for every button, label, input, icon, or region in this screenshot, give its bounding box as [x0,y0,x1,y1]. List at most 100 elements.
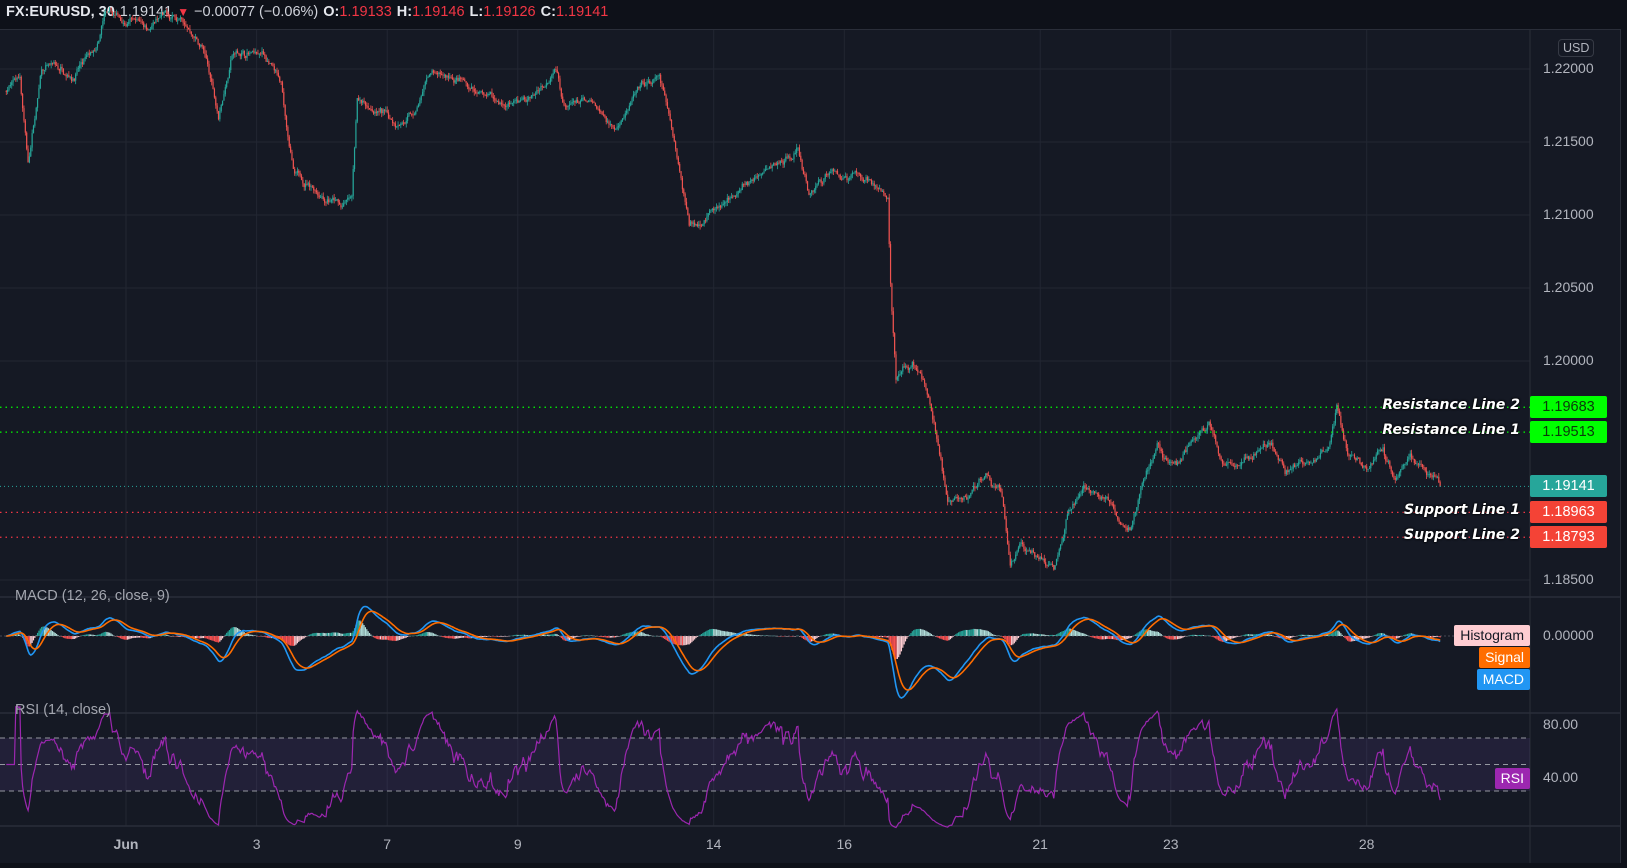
candle-body [1134,511,1137,514]
macd-histogram-bar [827,633,829,636]
candle-body [993,486,995,488]
candle-body [242,50,244,53]
candle [628,102,630,112]
macd-histogram-bar [1133,635,1135,636]
macd-histogram-bar [722,630,724,636]
candle-body [733,195,735,197]
macd-histogram-bar [753,634,756,636]
candle-body [1300,459,1302,462]
candle-body [621,118,624,121]
macd-histogram-bar [974,628,976,636]
candle-body [655,76,658,78]
candle-body [121,20,123,24]
macd-histogram-bar [951,636,953,639]
macd-histogram-bar [563,636,565,641]
macd-histogram-bar [311,633,313,636]
candle-body [307,183,309,185]
candle-body [1079,494,1081,498]
candle-body [1021,542,1024,545]
symbol-title[interactable]: FX:EURUSD, 30 [6,4,115,20]
candle [986,472,988,479]
candle [126,22,128,28]
candle [1396,473,1398,481]
macd-histogram-bar [114,636,116,637]
candle [1106,496,1108,500]
candle-body [672,127,674,136]
candle-body [1138,494,1141,501]
candle [76,66,78,76]
candle [842,174,844,181]
candle-body [427,77,429,79]
candle-body [1118,519,1120,522]
candle-body [192,34,194,37]
rsi-title[interactable]: RSI (14, close) [15,702,111,718]
candle [1141,481,1143,491]
candle-body [937,438,939,446]
candle-body [397,125,399,127]
currency-button[interactable]: USD [1558,39,1595,57]
macd-histogram-bar [213,636,216,642]
candle-body [628,105,630,110]
candle-body [183,22,186,25]
macd-histogram-bar [1043,634,1045,636]
candle-body [1107,496,1109,501]
macd-histogram-bar [221,636,224,639]
macd-histogram-bar [405,636,407,638]
macd-histogram-bar [543,634,545,636]
macd-histogram-bar [232,627,235,636]
candle [1077,493,1079,500]
candle [208,60,210,75]
candle [753,174,756,183]
candle [1412,455,1414,460]
macd-histogram-bar [646,634,648,636]
candle-body [583,97,586,101]
candle [1284,465,1286,477]
candle-body [107,11,109,13]
candle [518,100,520,103]
candle [1149,458,1151,470]
macd-histogram-bar [294,636,296,646]
candle [558,71,560,82]
candle [1381,448,1383,452]
candle-body [978,479,980,485]
candle [1039,556,1041,561]
macd-title[interactable]: MACD (12, 26, close, 9) [15,588,170,604]
candle [464,77,466,82]
candle-body [504,105,507,107]
candle-body [177,20,179,22]
candle-body [155,18,157,23]
candle-body [182,19,184,23]
candle [405,117,407,128]
macd-histogram-bar [209,636,211,641]
candle [572,98,575,105]
candle-body [567,105,569,108]
candle [1236,464,1239,470]
candle-body [83,58,85,65]
candle-body [279,76,281,82]
candle-body [1114,508,1116,513]
candle-body [1145,470,1147,478]
candle [110,7,112,13]
macd-histogram-bar [100,633,103,636]
candle [216,103,218,114]
macd-histogram-bar [166,634,168,636]
candle-body [345,199,347,202]
candle-body [260,53,262,55]
candle [1054,565,1056,570]
macd-histogram-bar [1035,633,1037,636]
candle-body [770,166,772,168]
macd-histogram-bar [544,634,546,636]
candle-body [438,72,440,75]
candle-body [300,175,303,180]
candle [377,110,379,116]
macd-histogram-bar [298,636,300,642]
macd-histogram-bar [1051,634,1054,636]
candle-body [858,173,860,175]
macd-histogram-bar [628,632,630,636]
macd-histogram-bar [794,636,796,637]
candle-body [111,11,113,16]
candle-body [447,75,450,78]
candle [979,476,981,483]
candle-body [1045,562,1047,566]
